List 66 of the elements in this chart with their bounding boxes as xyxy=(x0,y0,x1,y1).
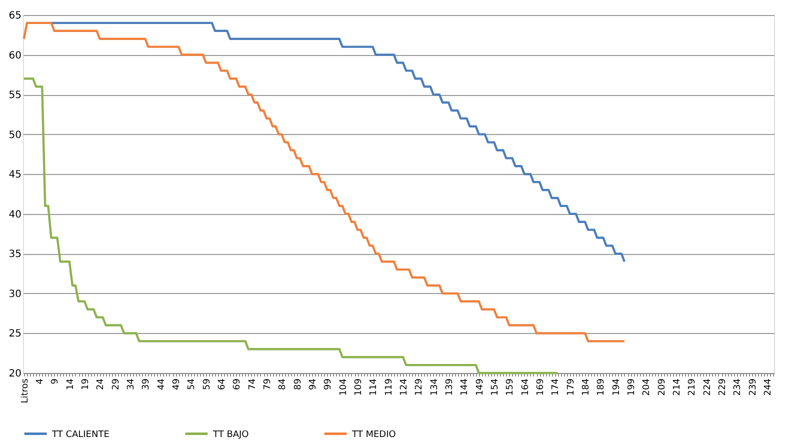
x-tick-label: 14 xyxy=(66,378,76,390)
x-tick-label: 19 xyxy=(81,378,92,390)
x-tick-label: 94 xyxy=(308,378,319,390)
x-tick-label: 134 xyxy=(430,378,440,396)
x-tick-label: 124 xyxy=(400,378,410,396)
legend-label: TT BAJO xyxy=(212,430,249,440)
x-tick-label: 84 xyxy=(278,378,288,390)
x-tick-label: 154 xyxy=(490,378,501,396)
x-tick-label: 59 xyxy=(202,378,212,390)
x-tick-label: 214 xyxy=(672,378,683,396)
x-tick-label: 39 xyxy=(142,378,152,390)
x-tick-label: 244 xyxy=(764,378,774,396)
x-tick-label: 219 xyxy=(688,378,698,396)
x-tick-label: 99 xyxy=(324,378,334,390)
x-tick-label: 9 xyxy=(50,378,61,384)
y-tick-label: 65 xyxy=(8,10,22,22)
x-tick-label: 144 xyxy=(460,378,470,396)
x-tick-label: 169 xyxy=(536,378,546,396)
line-series xyxy=(22,78,559,374)
x-tick-label: 79 xyxy=(263,378,274,390)
x-tick-label: 89 xyxy=(293,378,304,390)
x-tick-label: 164 xyxy=(520,378,531,396)
x-tick-label: 139 xyxy=(445,378,456,396)
line-series xyxy=(22,22,626,342)
x-tick-label: 189 xyxy=(596,378,607,396)
x-tick-label: 24 xyxy=(96,378,106,390)
x-tick-label: 224 xyxy=(702,378,713,396)
x-tick-label: 109 xyxy=(354,378,364,396)
y-tick-label: 45 xyxy=(8,170,22,181)
x-tick-label: 234 xyxy=(733,378,744,396)
line-series xyxy=(50,22,626,263)
x-tick-label: 179 xyxy=(566,378,576,396)
y-tick-label: 35 xyxy=(8,249,22,260)
x-tick-label: 184 xyxy=(582,378,592,396)
x-tick-label: 64 xyxy=(218,378,228,390)
x-tick-label: 129 xyxy=(414,378,425,396)
x-tick-label: 149 xyxy=(475,378,486,396)
x-tick-label: 114 xyxy=(369,378,380,396)
x-tick-label: 194 xyxy=(612,378,622,396)
x-tick-label: 229 xyxy=(718,378,728,396)
y-tick-label: 20 xyxy=(8,368,22,380)
x-tick-label: 49 xyxy=(172,378,182,390)
x-tick-label: 159 xyxy=(506,378,516,396)
x-tick-label: 199 xyxy=(627,378,638,396)
y-tick-label: 60 xyxy=(8,50,22,62)
x-tick-label: 4 xyxy=(36,378,46,384)
x-tick-label: 54 xyxy=(187,378,198,390)
x-tick-label: 34 xyxy=(126,378,137,390)
x-tick-label: Litros xyxy=(20,378,30,404)
y-tick-label: 50 xyxy=(8,130,22,141)
x-tick-label: 174 xyxy=(551,378,562,396)
x-tick-label: 29 xyxy=(111,378,122,390)
legend-label: TT CALIENTE xyxy=(51,430,110,440)
y-tick-label: 55 xyxy=(8,90,22,102)
x-tick-label: 74 xyxy=(248,378,258,390)
x-tick-label: 204 xyxy=(642,378,652,396)
y-tick-label: 25 xyxy=(8,328,22,340)
x-tick-label: 119 xyxy=(384,378,394,396)
x-tick-label: 239 xyxy=(748,378,758,396)
x-tick-label: 44 xyxy=(156,378,167,390)
y-tick-label: 40 xyxy=(8,209,22,220)
y-tick-label: 30 xyxy=(8,288,22,300)
x-tick-label: 104 xyxy=(338,378,349,396)
x-tick-label: 69 xyxy=(232,378,243,390)
legend-label: TT MEDIO xyxy=(351,430,396,440)
x-tick-label: 209 xyxy=(657,378,668,396)
